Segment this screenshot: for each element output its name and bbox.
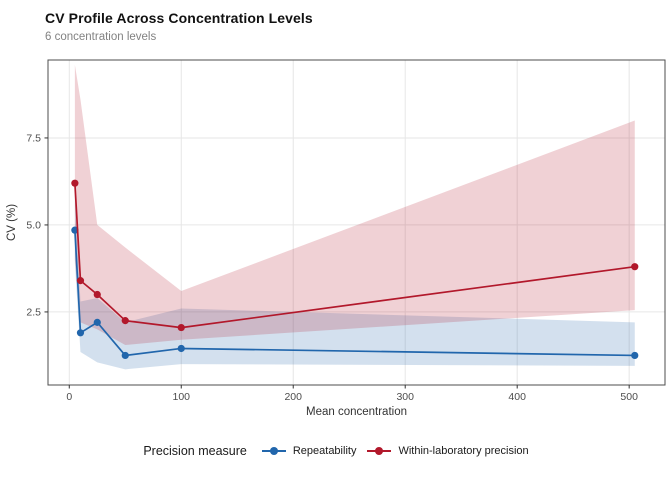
legend-item-repeatability: Repeatability	[261, 444, 357, 458]
data-point	[631, 351, 639, 360]
axis-ticks-and-labels: 0 100 200 300 400 500 2.5 5.0 7.5	[26, 132, 638, 403]
x-tick-label: 500	[620, 391, 638, 403]
plot-area: 0 100 200 300 400 500 2.5 5.0 7.5 Mean concentrat…	[6, 59, 666, 418]
x-axis-title: Mean concentration	[306, 406, 407, 418]
y-tick-label: 2.5	[26, 306, 41, 318]
y-axis-title: CV (%)	[6, 204, 18, 241]
line-point-key-icon	[261, 447, 286, 455]
data-point	[631, 263, 639, 271]
data-point	[177, 344, 185, 353]
legend-label-repeatability: Repeatability	[292, 445, 357, 457]
confidence-ribbon-0	[74, 193, 635, 370]
legend-item-within-laboratory: Within-laboratory precision	[366, 444, 529, 458]
data-point	[71, 179, 79, 187]
data-point	[177, 323, 185, 332]
x-tick-label: 0	[66, 391, 72, 403]
data-point	[93, 318, 101, 326]
legend-label-within-laboratory: Within-laboratory precision	[398, 445, 529, 457]
series-line-0	[74, 230, 635, 357]
x-tick-label: 200	[284, 391, 302, 403]
panel-border	[47, 59, 666, 386]
y-tick-label: 5.0	[26, 219, 41, 231]
chart-title: CV Profile Across Concentration Levels	[45, 10, 313, 26]
legend-title: Precision measure	[143, 444, 247, 458]
data-point	[121, 317, 129, 325]
series-points-1	[71, 179, 639, 332]
y-tick-label: 7.5	[26, 132, 41, 144]
data-point	[93, 290, 101, 299]
data-point	[121, 351, 129, 360]
data-point	[76, 329, 85, 337]
x-tick-label: 100	[172, 391, 190, 403]
x-tick-label: 300	[396, 391, 414, 403]
data-point	[76, 277, 85, 285]
series-line-1	[74, 183, 635, 329]
legend: Precision measure Repeatability Within-l…	[0, 444, 672, 458]
chart-subtitle: 6 concentration levels	[45, 31, 157, 43]
x-tick-label: 400	[508, 391, 526, 403]
line-point-key-icon	[367, 447, 392, 455]
confidence-ribbon-1	[74, 64, 635, 345]
